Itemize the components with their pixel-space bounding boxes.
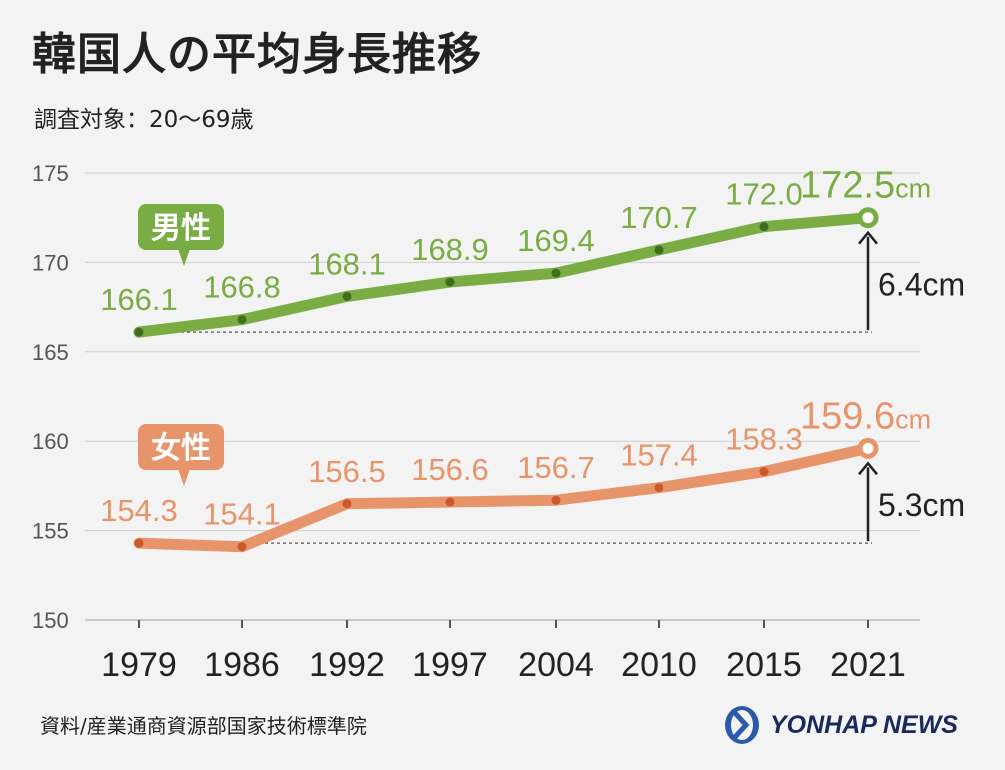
y-tick-label: 170 [32, 250, 69, 275]
data-point [551, 495, 561, 505]
x-tick-label: 1986 [204, 646, 280, 684]
legend-bubble-tail [178, 249, 190, 266]
data-point [237, 542, 247, 552]
legend-bubble [138, 204, 224, 250]
y-tick-label: 165 [32, 340, 69, 365]
change-arrow-head [858, 461, 878, 476]
y-tick-label: 155 [32, 519, 69, 544]
x-tick-label: 2010 [621, 646, 697, 684]
chart-title: 韓国人の平均身長推移 [32, 29, 482, 80]
legend-label: 男性 [151, 211, 211, 246]
x-tick-label: 1979 [101, 646, 177, 684]
logo-text: YONHAP NEWS [770, 710, 958, 739]
x-tick-label: 2015 [726, 646, 802, 684]
y-tick-label: 160 [32, 429, 69, 454]
series-line [133, 212, 874, 338]
data-point-final [857, 207, 879, 229]
data-label: 158.3 [725, 422, 803, 457]
data-label: 172.0 [725, 177, 803, 212]
yonhap-globe-icon [725, 706, 759, 744]
data-point [759, 222, 769, 232]
y-tick-label: 175 [32, 161, 69, 186]
unit-label: cm [895, 174, 931, 204]
data-label: 168.9 [411, 232, 489, 267]
data-point [654, 245, 664, 255]
chart-subtitle: 調査対象：20～69歳 [34, 107, 254, 133]
data-point [237, 315, 247, 325]
data-label: 168.1 [308, 246, 386, 281]
x-tick-label: 1997 [412, 646, 488, 684]
unit-label: cm [895, 404, 931, 434]
data-point [134, 327, 144, 337]
legend-bubble-tail [178, 469, 190, 486]
x-tick-label: 2004 [518, 646, 594, 684]
data-label: 156.5 [308, 454, 386, 489]
data-point [342, 499, 352, 509]
data-label: 154.3 [100, 493, 178, 528]
data-label: 154.1 [203, 497, 281, 532]
legend-bubble [138, 424, 224, 470]
x-tick-label: 1992 [309, 646, 385, 684]
data-label: 166.1 [100, 282, 178, 317]
data-label: 156.7 [517, 450, 595, 485]
data-point [445, 277, 455, 287]
data-label-final: 172.5cm [800, 165, 931, 207]
data-point [654, 483, 664, 493]
data-point [759, 467, 769, 477]
y-tick-label: 150 [32, 608, 69, 633]
x-tick-label: 2021 [830, 646, 906, 684]
data-point [551, 268, 561, 278]
data-point [342, 291, 352, 301]
data-label-final: 159.6cm [800, 395, 931, 437]
source-note: 資料/産業通商資源部国家技術標準院 [40, 714, 367, 738]
data-label: 156.6 [411, 452, 489, 487]
data-label: 166.8 [203, 270, 281, 305]
change-arrow-head [858, 230, 878, 245]
data-label: 169.4 [517, 223, 595, 258]
data-point [445, 497, 455, 507]
data-point-final [857, 437, 879, 459]
change-label: 5.3cm [878, 487, 965, 523]
change-label: 6.4cm [878, 266, 965, 302]
series-line [133, 442, 874, 553]
legend-label: 女性 [151, 431, 211, 466]
data-label: 170.7 [620, 200, 698, 235]
yonhap-logo: YONHAP NEWS [722, 703, 958, 747]
data-label: 157.4 [620, 438, 698, 473]
data-point [134, 538, 144, 548]
